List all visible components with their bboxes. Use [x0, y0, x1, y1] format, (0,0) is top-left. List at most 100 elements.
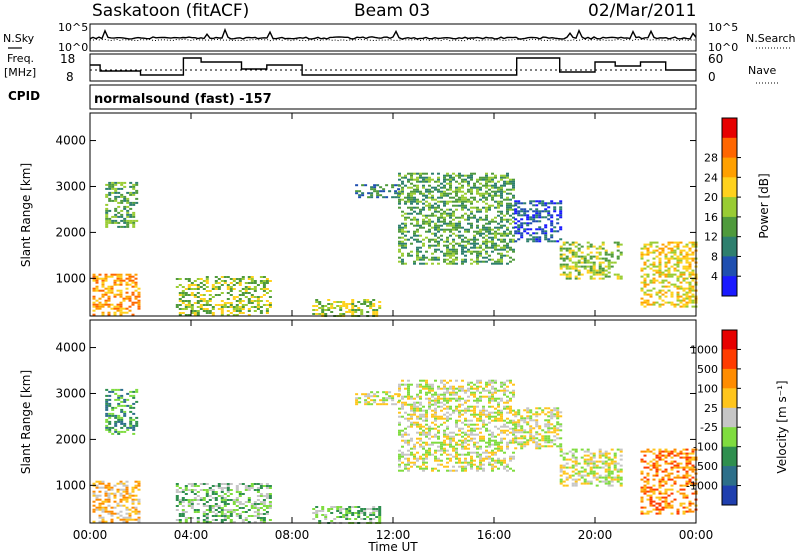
- velocity-echo-cell: [574, 484, 578, 487]
- power-echo-cell: [129, 191, 133, 194]
- power-echo-cell: [667, 243, 671, 246]
- power-echo-cell: [401, 188, 404, 191]
- velocity-echo-cell: [425, 423, 428, 426]
- velocity-echo-cell: [676, 462, 680, 465]
- noise-tick-bottom-right: 10^0: [708, 41, 738, 54]
- velocity-echo-cell: [413, 455, 416, 458]
- velocity-echo-cell: [184, 493, 188, 495]
- power-echo-cell: [464, 254, 467, 257]
- velocity-echo-cell: [658, 456, 662, 459]
- power-echo-cell: [232, 298, 236, 300]
- velocity-echo-cell: [646, 498, 650, 501]
- power-echo-cell: [643, 261, 647, 264]
- velocity-echo-cell: [688, 504, 692, 507]
- power-echo-cell: [137, 287, 141, 290]
- power-echo-cell: [595, 273, 599, 276]
- velocity-echo-cell: [98, 498, 102, 501]
- velocity-echo-cell: [643, 484, 647, 487]
- velocity-echo-cell: [98, 480, 102, 483]
- power-echo-cell: [425, 216, 428, 219]
- velocity-echo-cell: [114, 398, 118, 401]
- velocity-echo-cell: [592, 452, 596, 455]
- velocity-echo-cell: [667, 462, 671, 465]
- power-echo-cell: [113, 279, 117, 282]
- power-echo-cell: [461, 216, 464, 219]
- velocity-echo-cell: [220, 515, 224, 517]
- power-echo-cell: [419, 226, 422, 229]
- power-echo-cell: [679, 273, 683, 276]
- power-echo-cell: [470, 258, 473, 261]
- velocity-echo-cell: [467, 383, 470, 386]
- power-echo-cell: [667, 241, 671, 244]
- power-echo-cell: [467, 190, 470, 193]
- velocity-echo-cell: [416, 393, 419, 396]
- velocity-echo-cell: [339, 506, 343, 508]
- power-echo-cell: [443, 174, 446, 177]
- power-echo-cell: [670, 247, 674, 250]
- power-echo-cell: [485, 238, 488, 241]
- power-echo-cell: [592, 277, 596, 280]
- power-echo-cell: [440, 186, 443, 189]
- velocity-echo-cell: [458, 397, 461, 400]
- velocity-echo-cell: [467, 429, 470, 432]
- power-echo-cell: [217, 288, 221, 290]
- power-echo-cell: [509, 182, 512, 185]
- velocity-echo-cell: [556, 437, 560, 440]
- power-echo-cell: [461, 246, 464, 249]
- velocity-echo-cell: [339, 508, 343, 510]
- power-echo-cell: [425, 230, 428, 233]
- velocity-echo-cell: [607, 464, 611, 467]
- velocity-echo-cell: [538, 413, 542, 416]
- velocity-echo-cell: [431, 443, 434, 446]
- velocity-echo-cell: [532, 419, 536, 422]
- velocity-echo-cell: [413, 457, 416, 460]
- power-echo-cell: [691, 243, 695, 246]
- velocity-echo-cell: [410, 405, 413, 408]
- velocity-echo-cell: [679, 484, 683, 487]
- power-echo-cell: [523, 230, 527, 233]
- power-echo-cell: [190, 282, 194, 284]
- velocity-echo-cell: [437, 425, 440, 428]
- velocity-echo-cell: [345, 514, 349, 516]
- velocity-echo-cell: [488, 445, 491, 448]
- power-echo-cell: [437, 216, 440, 219]
- velocity-echo-cell: [128, 516, 132, 519]
- power-echo-cell: [559, 267, 563, 270]
- power-echo-cell: [670, 275, 674, 278]
- power-echo-cell: [640, 297, 644, 300]
- power-echo-cell: [111, 187, 115, 190]
- velocity-echo-cell: [110, 506, 114, 509]
- power-echo-cell: [95, 287, 99, 290]
- velocity-echo-cell: [175, 495, 179, 497]
- velocity-echo-cell: [571, 460, 575, 463]
- velocity-echo-cell: [658, 486, 662, 489]
- power-echo-cell: [321, 311, 325, 313]
- velocity-echo-cell: [214, 499, 218, 501]
- power-echo-cell: [520, 210, 524, 213]
- velocity-echo-cell: [345, 512, 349, 514]
- velocity-echo-cell: [244, 517, 248, 519]
- power-echo-cell: [464, 244, 467, 247]
- velocity-echo-cell: [431, 409, 434, 412]
- power-echo-cell: [655, 291, 659, 294]
- velocity-echo-cell: [422, 387, 425, 390]
- velocity-echo-cell: [339, 510, 343, 512]
- power-echo-cell: [688, 275, 692, 278]
- power-echo-cell: [565, 257, 569, 260]
- power-echo-cell: [559, 206, 563, 209]
- power-echo-cell: [670, 249, 674, 252]
- velocity-echo-cell: [125, 518, 129, 521]
- power-echo-cell: [440, 224, 443, 227]
- velocity-echo-cell: [550, 413, 554, 416]
- power-echo-cell: [104, 299, 108, 302]
- velocity-echo-cell: [517, 409, 521, 412]
- power-echo-cell: [440, 234, 443, 237]
- velocity-colorbar-tick-label: 100: [697, 382, 718, 395]
- velocity-echo-cell: [220, 519, 224, 521]
- velocity-echo-cell: [410, 397, 413, 400]
- velocity-echo-cell: [526, 443, 530, 446]
- power-echo-cell: [595, 269, 599, 272]
- power-echo-cell: [574, 275, 578, 278]
- velocity-echo-cell: [646, 510, 650, 513]
- power-echo-cell: [526, 218, 530, 221]
